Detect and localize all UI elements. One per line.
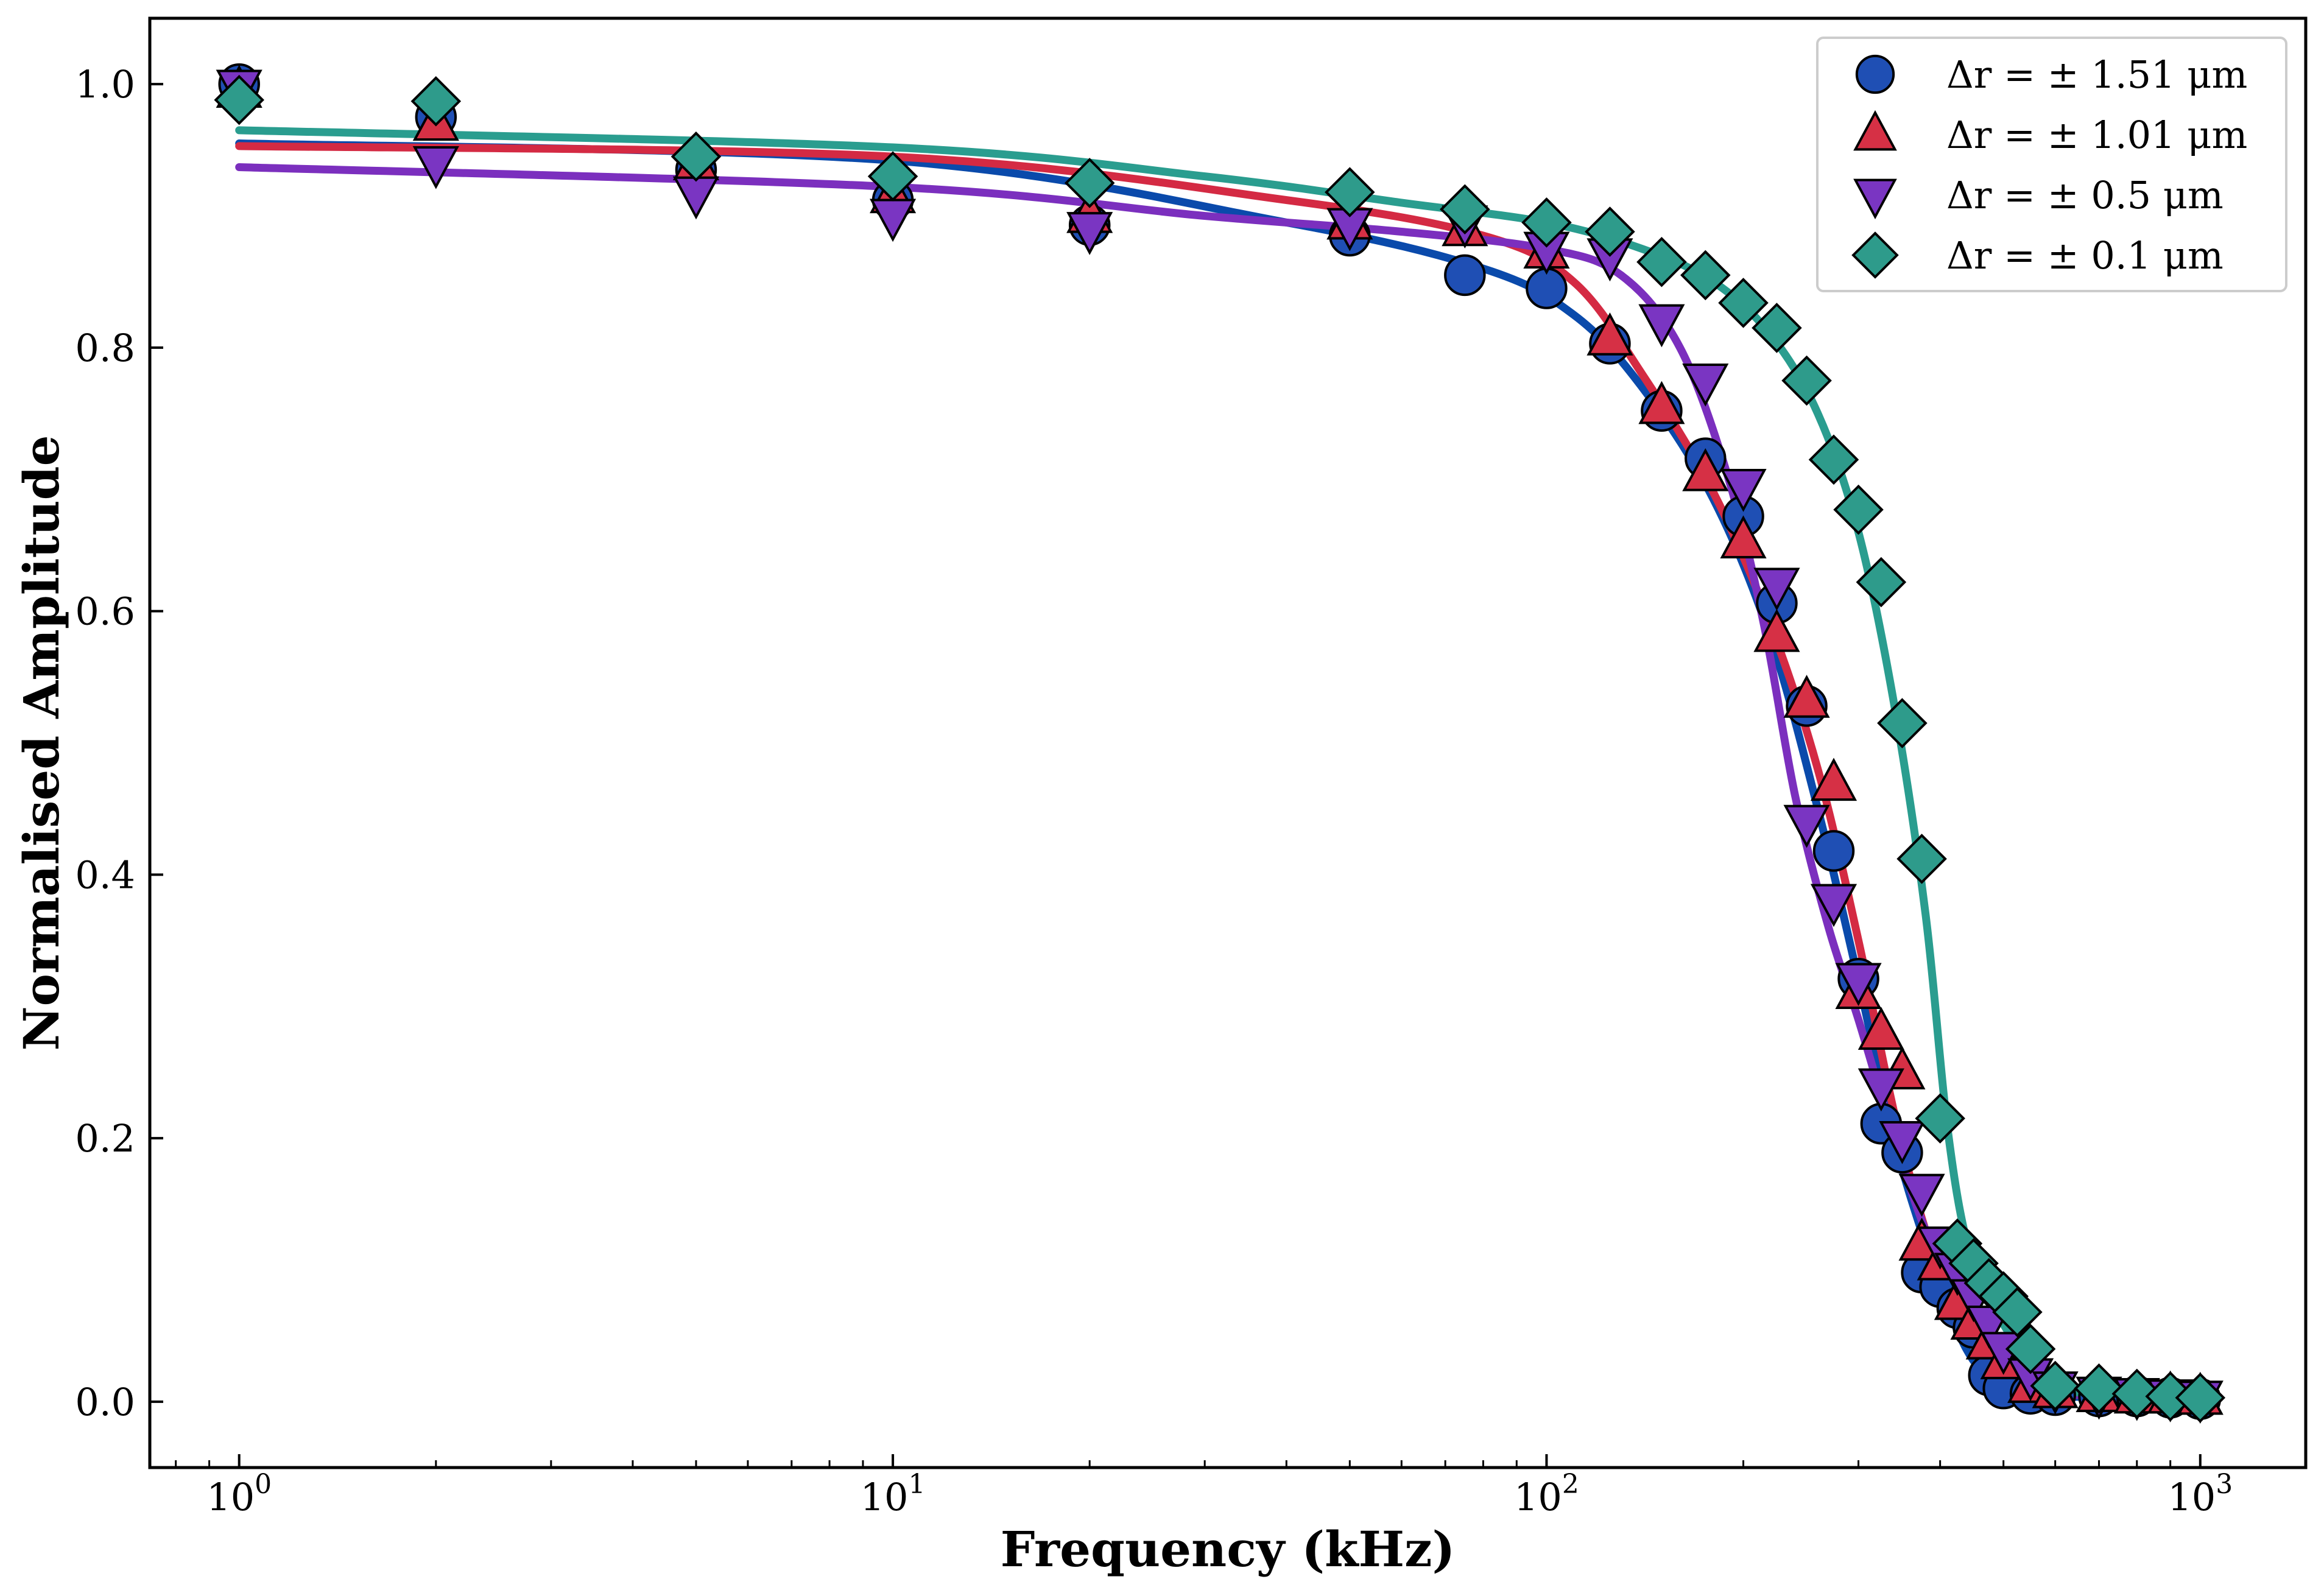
- legend-marker-3: [1851, 231, 1899, 279]
- y-tick-label-5: 1.0: [75, 62, 135, 107]
- x-tick-labels: 100 101 102 103: [206, 1469, 2233, 1519]
- data-point-series-2-10: [1682, 363, 1729, 407]
- data-point-series-2-14: [1810, 884, 1857, 927]
- x-tick-label-0: 100: [206, 1469, 272, 1519]
- y-tick-labels: 0.0 0.2 0.4 0.6 0.8 1.0: [75, 62, 135, 1424]
- data-point-series-3-6: [1440, 184, 1490, 234]
- data-point-series-3-18: [1896, 834, 1947, 884]
- data-point-series-3-12: [1752, 303, 1802, 353]
- data-point-series-1-11: [1720, 515, 1767, 559]
- x-tick-label-2: 102: [1514, 1469, 1579, 1519]
- data-point-series-1-16: [1857, 1007, 1904, 1050]
- data-point-series-3-1: [410, 76, 462, 127]
- data-point-series-3-26: [2030, 1360, 2080, 1412]
- data-point-series-2-13: [1783, 804, 1830, 848]
- data-points: [214, 63, 2226, 1424]
- plot-area-frame: [148, 16, 2308, 1469]
- data-point-series-1-12: [1753, 608, 1800, 652]
- data-point-series-1-9: [1638, 381, 1685, 424]
- y-tick-label-1: 0.2: [75, 1116, 135, 1161]
- data-point-series-3-10: [1680, 250, 1731, 301]
- legend-box: [1816, 37, 2287, 292]
- data-point-series-3-24: [1992, 1287, 2043, 1337]
- data-point-series-3-5: [1325, 167, 1375, 217]
- x-tick-label-3: 103: [2167, 1469, 2233, 1519]
- data-point-series-3-14: [1808, 434, 1859, 485]
- data-point-series-3-28: [2111, 1368, 2163, 1419]
- legend-label-2: Δr = ± 0.5 μm: [1946, 173, 2224, 217]
- data-point-series-3-27: [2074, 1363, 2124, 1414]
- data-point-series-3-9: [1636, 237, 1687, 287]
- data-point-series-0-6: [1444, 254, 1486, 297]
- data-point-series-1-10: [1682, 448, 1729, 491]
- data-point-series-3-13: [1781, 355, 1832, 406]
- legend: Δr = ± 1.51 μm Δr = ± 1.01 μm Δr = ± 0.5 μ…: [1816, 37, 2287, 292]
- data-point-series-2-12: [1753, 568, 1800, 611]
- y-tick-label-4: 0.8: [75, 326, 135, 370]
- y-axis-label: Normalised Amplitude: [13, 435, 70, 1050]
- y-tick-label-3: 0.6: [75, 589, 135, 634]
- data-point-series-3-19: [1915, 1093, 1965, 1144]
- data-point-series-3-15: [1833, 484, 1884, 535]
- data-point-series-3-17: [1877, 698, 1928, 748]
- x-tick-label-1: 101: [861, 1469, 926, 1519]
- data-point-series-3-2: [671, 131, 722, 182]
- legend-label-1: Δr = ± 1.01 μm: [1946, 113, 2247, 157]
- data-point-series-1-8: [1586, 312, 1633, 356]
- data-point-series-2-9: [1638, 304, 1685, 348]
- legend-marker-2: [1853, 178, 1897, 220]
- data-point-series-3-8: [1585, 206, 1635, 257]
- data-point-series-0-14: [1812, 830, 1855, 872]
- y-tick-label-2: 0.4: [75, 853, 135, 897]
- data-point-series-1-14: [1810, 758, 1857, 801]
- data-point-series-2-17: [1879, 1121, 1926, 1164]
- data-point-series-1-13: [1783, 675, 1830, 718]
- data-point-series-2-15: [1835, 963, 1882, 1007]
- x-axis-label: Frequency (kHz): [1001, 1521, 1456, 1578]
- data-point-series-3-16: [1856, 557, 1907, 608]
- y-tick-label-0: 0.0: [75, 1380, 135, 1424]
- data-point-series-2-16: [1857, 1068, 1904, 1112]
- data-point-series-2-1: [412, 146, 459, 189]
- data-point-series-2-18: [1898, 1173, 1945, 1217]
- data-point-series-3-30: [2175, 1373, 2226, 1423]
- data-point-series-3-25: [2005, 1324, 2056, 1374]
- data-point-series-3-4: [1064, 158, 1115, 208]
- data-point-series-3-0: [214, 74, 264, 125]
- legend-label-0: Δr = ± 1.51 μm: [1946, 52, 2247, 97]
- data-point-series-3-7: [1521, 197, 1572, 248]
- legend-marker-0: [1855, 54, 1895, 94]
- legend-marker-1: [1853, 110, 1897, 151]
- data-point-series-3-11: [1718, 278, 1769, 328]
- data-point-series-3-3: [867, 151, 918, 202]
- data-point-series-2-11: [1720, 469, 1767, 512]
- data-point-series-2-4: [1066, 212, 1113, 255]
- legend-label-3: Δr = ± 0.1 μm: [1946, 233, 2224, 278]
- axis-ticks: [150, 83, 2202, 1468]
